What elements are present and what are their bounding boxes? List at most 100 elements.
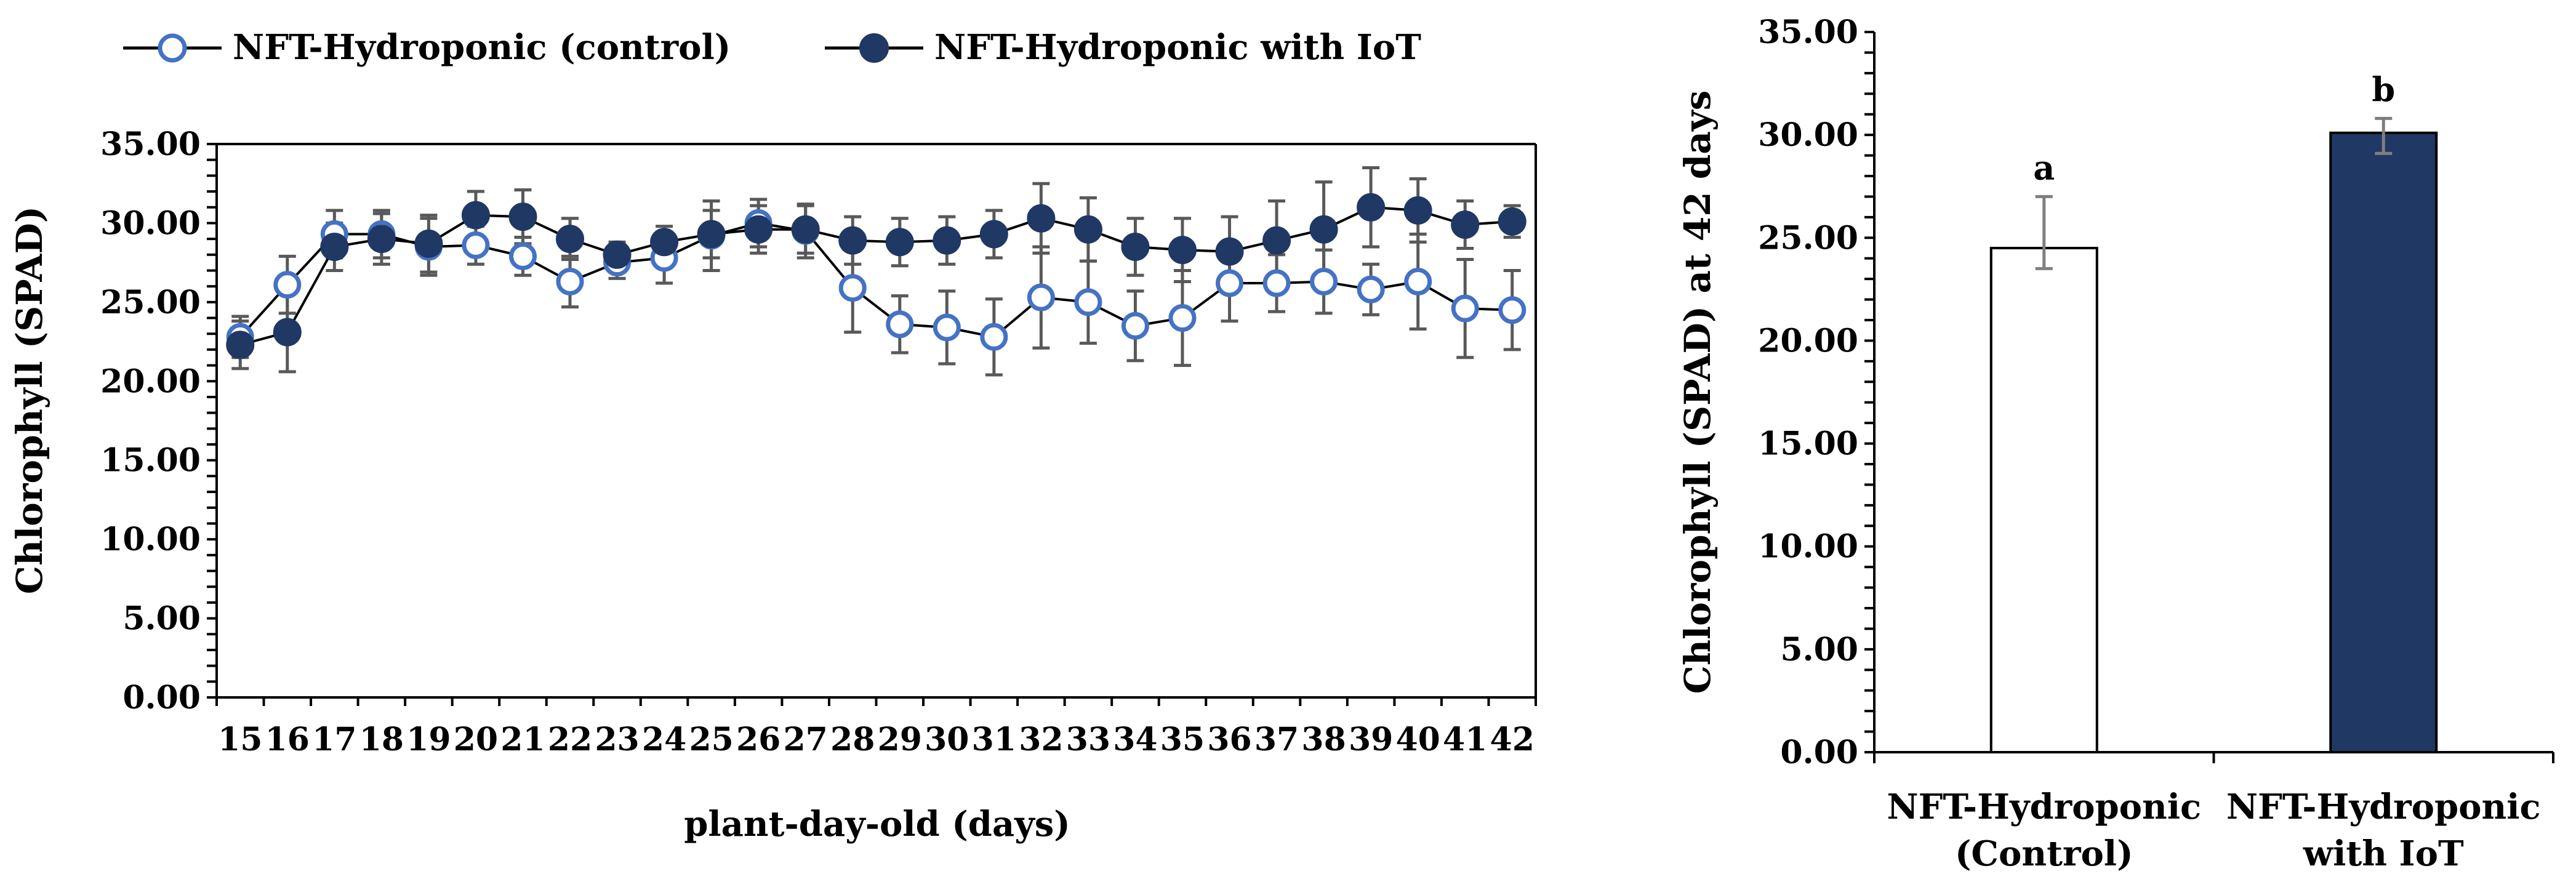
bar-control bbox=[1989, 247, 2098, 753]
data-point-iot bbox=[414, 229, 443, 258]
line-chart-points bbox=[226, 193, 1527, 359]
data-point-control bbox=[886, 310, 914, 339]
y-tick-label: 0.00 bbox=[1780, 734, 1858, 771]
bar-chart: 0.00 5.00 10.00 15.00 20.00 25.00 30.00 35.00 a… bbox=[1677, 14, 2554, 874]
x-tick-label: 20 bbox=[454, 721, 498, 758]
data-point-iot bbox=[603, 240, 632, 269]
data-point-iot bbox=[273, 318, 302, 347]
category-label: NFT-Hydroponic bbox=[2226, 787, 2541, 827]
y-tick-label: 25.00 bbox=[1758, 219, 1858, 257]
x-tick-label: 17 bbox=[312, 721, 356, 758]
data-point-control bbox=[1216, 269, 1244, 297]
data-point-control bbox=[933, 313, 961, 342]
line-chart-axes bbox=[207, 143, 1537, 706]
y-tick-label: 20.00 bbox=[100, 363, 201, 400]
x-tick-label: 30 bbox=[925, 721, 969, 758]
x-tick-label: 21 bbox=[500, 721, 545, 758]
data-point-iot bbox=[1073, 215, 1102, 244]
data-point-iot bbox=[1357, 193, 1386, 222]
bar-chart-y-axis-label: Chlorophyll (SPAD) at 42 days bbox=[1677, 90, 1719, 694]
line-chart: NFT-Hydroponic (control) NFT-Hydroponic … bbox=[9, 27, 1537, 845]
data-point-control bbox=[980, 323, 1008, 351]
category-label: NFT-Hydroponic bbox=[1887, 787, 2201, 827]
data-point-control bbox=[1262, 269, 1291, 297]
legend-marker-iot bbox=[859, 33, 889, 63]
significance-label: a bbox=[2033, 148, 2055, 187]
data-point-control bbox=[1121, 311, 1149, 340]
y-tick-label: 10.00 bbox=[100, 521, 201, 558]
data-point-iot bbox=[1309, 215, 1338, 244]
category-label: (Control) bbox=[1955, 833, 2133, 874]
data-point-control bbox=[1357, 275, 1385, 303]
data-point-iot bbox=[650, 228, 679, 257]
x-tick-label: 41 bbox=[1443, 721, 1487, 758]
data-point-iot bbox=[838, 226, 867, 255]
data-point-iot bbox=[1168, 236, 1197, 265]
bar-chart-error-bars bbox=[2035, 116, 2393, 270]
x-tick-label: 15 bbox=[218, 721, 262, 758]
y-tick-label: 30.00 bbox=[1758, 116, 1858, 154]
y-tick-label: 30.00 bbox=[100, 204, 201, 242]
x-tick-label: 35 bbox=[1160, 721, 1205, 758]
data-point-iot bbox=[367, 225, 396, 254]
data-point-iot bbox=[979, 220, 1008, 249]
line-chart-x-tick-labels: 15 16 17 18 19 20 21 22 23 24 25 26 27 28 29 30 31 32 33 34… bbox=[218, 721, 1535, 758]
category-label: with IoT bbox=[2303, 833, 2464, 874]
data-point-iot bbox=[791, 215, 820, 244]
y-tick-label: 25.00 bbox=[100, 284, 201, 321]
bar-chart-bars bbox=[1989, 131, 2438, 754]
x-tick-label: 24 bbox=[642, 721, 686, 758]
data-point-iot bbox=[556, 225, 585, 254]
x-tick-label: 38 bbox=[1301, 721, 1346, 758]
data-point-iot bbox=[1215, 237, 1244, 266]
data-point-control bbox=[1074, 288, 1102, 316]
y-tick-label: 5.00 bbox=[122, 600, 201, 638]
line-chart-series-lines bbox=[239, 206, 1512, 347]
x-tick-label: 22 bbox=[548, 721, 592, 758]
data-point-iot bbox=[226, 331, 255, 359]
y-tick-label: 20.00 bbox=[1758, 322, 1858, 359]
y-tick-label: 5.00 bbox=[1780, 631, 1858, 668]
line-chart-legend: NFT-Hydroponic (control) NFT-Hydroponic … bbox=[123, 27, 1421, 68]
y-tick-label: 0.00 bbox=[122, 679, 201, 716]
x-tick-label: 40 bbox=[1395, 721, 1440, 758]
data-point-control bbox=[1168, 304, 1197, 332]
x-tick-label: 42 bbox=[1490, 721, 1535, 758]
x-tick-label: 29 bbox=[878, 721, 922, 758]
x-tick-label: 19 bbox=[406, 721, 451, 758]
data-point-iot bbox=[933, 226, 961, 255]
data-point-iot bbox=[885, 228, 914, 257]
data-point-iot bbox=[1027, 204, 1056, 233]
legend-label-control: NFT-Hydroponic (control) bbox=[233, 27, 731, 68]
bar-chart-category-labels: NFT-Hydroponic (Control) NFT-Hydroponic wit… bbox=[1887, 787, 2540, 874]
x-tick-label: 37 bbox=[1254, 721, 1299, 758]
series-line-control bbox=[239, 222, 1512, 339]
x-tick-label: 39 bbox=[1349, 721, 1393, 758]
line-chart-y-axis-label: Chlorophyll (SPAD) bbox=[9, 206, 50, 594]
x-tick-label: 33 bbox=[1066, 721, 1110, 758]
data-point-control bbox=[1310, 267, 1338, 295]
data-point-control bbox=[556, 267, 584, 295]
legend-marker-control bbox=[158, 33, 187, 63]
bar-iot bbox=[2329, 131, 2438, 754]
data-point-control bbox=[1404, 267, 1432, 295]
y-tick-label: 15.00 bbox=[100, 442, 201, 480]
data-point-iot bbox=[1121, 232, 1150, 261]
bar-chart-significance-labels: ab bbox=[2033, 70, 2395, 187]
data-point-iot bbox=[1451, 210, 1480, 239]
x-tick-label: 25 bbox=[689, 721, 733, 758]
data-point-iot bbox=[1262, 226, 1291, 255]
y-tick-label: 35.00 bbox=[1758, 14, 1858, 51]
x-tick-label: 23 bbox=[595, 721, 639, 758]
x-tick-label: 34 bbox=[1113, 721, 1157, 758]
x-tick-label: 26 bbox=[736, 721, 780, 758]
data-point-iot bbox=[1498, 207, 1527, 236]
x-tick-label: 18 bbox=[359, 721, 404, 758]
significance-label: b bbox=[2372, 70, 2395, 109]
data-point-iot bbox=[508, 203, 537, 231]
bar-chart-y-tick-labels: 0.00 5.00 10.00 15.00 20.00 25.00 30.00 35.00 bbox=[1758, 14, 1858, 771]
x-tick-label: 28 bbox=[830, 721, 875, 758]
y-tick-label: 10.00 bbox=[1758, 528, 1858, 566]
data-point-control bbox=[508, 242, 537, 270]
bar-chart-axes bbox=[1864, 31, 2554, 763]
